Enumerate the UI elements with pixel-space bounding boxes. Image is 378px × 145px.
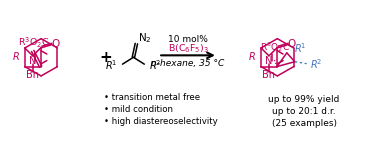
Text: up to 99% yield: up to 99% yield: [268, 95, 340, 104]
Text: +: +: [99, 50, 112, 65]
Text: up to 20:1 d.r.: up to 20:1 d.r.: [272, 107, 336, 116]
Text: Bn: Bn: [26, 70, 39, 80]
Text: 10 mol%: 10 mol%: [168, 35, 208, 44]
Text: R$^3$O$_2$C: R$^3$O$_2$C: [18, 36, 50, 50]
Text: N$_2$: N$_2$: [138, 31, 152, 45]
Text: R$^2$: R$^2$: [310, 57, 322, 71]
Text: Bn: Bn: [262, 70, 276, 80]
Text: N: N: [29, 56, 36, 66]
Text: (25 examples): (25 examples): [272, 118, 337, 127]
Text: • transition metal free: • transition metal free: [104, 93, 200, 102]
Text: O: O: [51, 39, 60, 49]
Text: R: R: [249, 52, 256, 62]
Text: R$^1$: R$^1$: [294, 41, 306, 55]
Text: B(C$_6$F$_5$)$_3$: B(C$_6$F$_5$)$_3$: [167, 42, 208, 55]
Text: N: N: [265, 56, 273, 66]
Text: R$^3$O$_2$C: R$^3$O$_2$C: [260, 40, 290, 54]
Text: • mild condition: • mild condition: [104, 105, 173, 114]
Text: R: R: [12, 52, 19, 62]
Text: R$^2$: R$^2$: [149, 58, 162, 72]
Text: n-hexane, 35 °C: n-hexane, 35 °C: [151, 59, 225, 68]
Text: R$^1$: R$^1$: [105, 58, 118, 72]
Text: O: O: [288, 39, 296, 49]
Text: • high diastereoselectivity: • high diastereoselectivity: [104, 117, 217, 126]
